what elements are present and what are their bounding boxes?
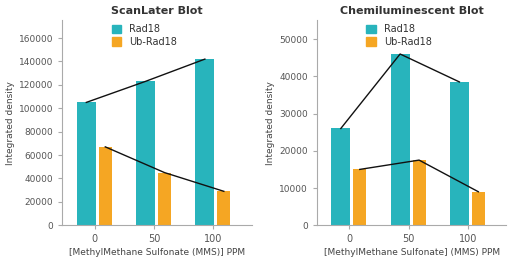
Bar	[353, 169, 366, 225]
Bar	[450, 82, 469, 225]
Legend: Rad18, Ub-Rad18: Rad18, Ub-Rad18	[109, 21, 180, 50]
Bar	[413, 160, 425, 225]
Bar	[158, 173, 171, 225]
X-axis label: [MethylMethane Sulfonate (MMS)] PPM: [MethylMethane Sulfonate (MMS)] PPM	[69, 249, 245, 257]
Legend: Rad18, Ub-Rad18: Rad18, Ub-Rad18	[364, 21, 435, 50]
Bar	[217, 191, 230, 225]
Bar	[99, 147, 112, 225]
X-axis label: [MethylMethane Sulfonate] (MMS) PPM: [MethylMethane Sulfonate] (MMS) PPM	[324, 249, 500, 257]
Title: ScanLater Blot: ScanLater Blot	[111, 6, 203, 16]
Bar	[77, 102, 96, 225]
Y-axis label: Integrated density: Integrated density	[266, 81, 275, 165]
Bar	[472, 192, 485, 225]
Bar	[331, 128, 350, 225]
Bar	[196, 59, 215, 225]
Title: Chemiluminescent Blot: Chemiluminescent Blot	[340, 6, 483, 16]
Bar	[391, 54, 410, 225]
Bar	[136, 81, 155, 225]
Y-axis label: Integrated density: Integrated density	[6, 81, 14, 165]
